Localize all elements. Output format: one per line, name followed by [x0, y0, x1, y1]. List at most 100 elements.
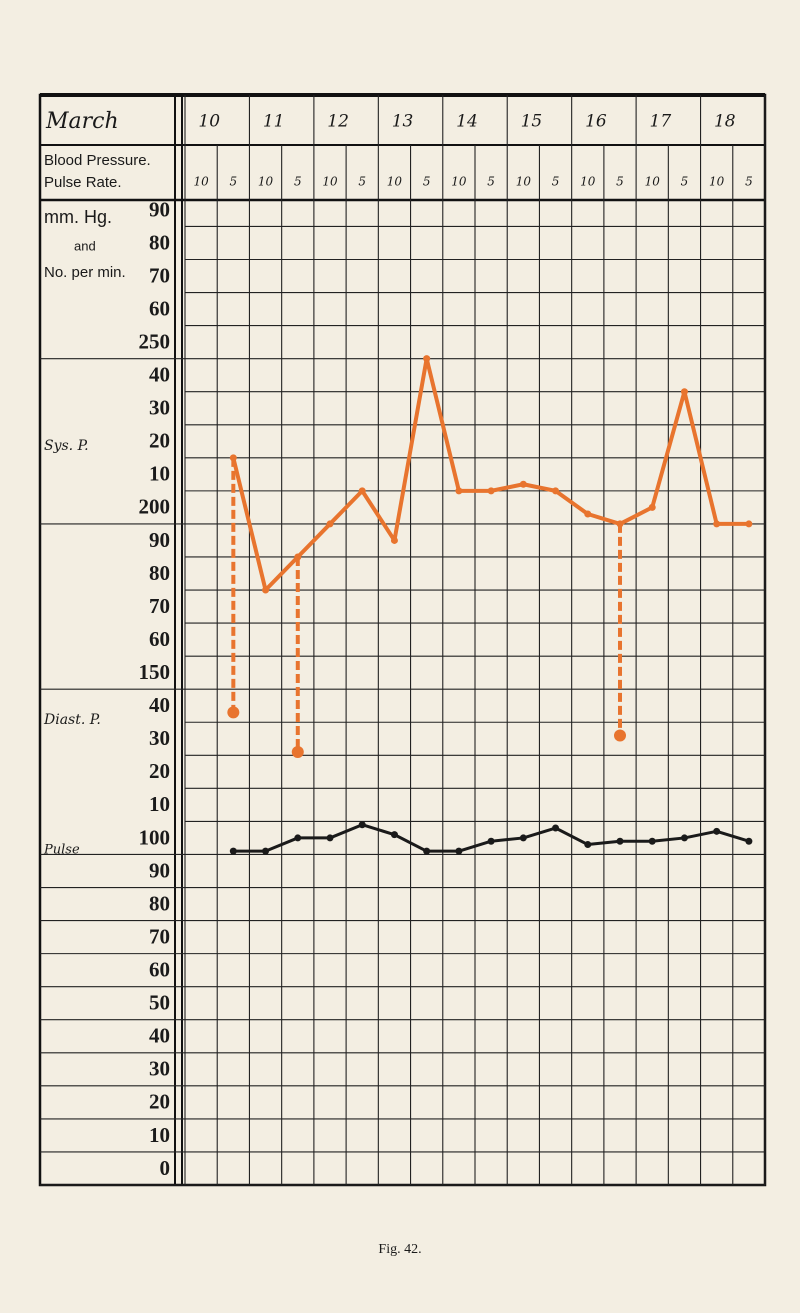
- y-tick-label: 20: [149, 759, 170, 783]
- point: [680, 388, 688, 396]
- point: [648, 503, 656, 511]
- y-tick-label: 70: [149, 594, 170, 618]
- point: [326, 520, 334, 528]
- point: [358, 487, 366, 495]
- y-tick-label: 40: [149, 363, 170, 387]
- point: [552, 487, 560, 495]
- x-tick-label: 10: [258, 175, 274, 189]
- y-tick-label: 30: [149, 726, 170, 750]
- y-tick-label: 80: [149, 891, 170, 915]
- x-tick-label: 5: [423, 175, 431, 189]
- point: [584, 510, 592, 518]
- y-tick-label: 90: [149, 858, 170, 882]
- day-label: 15: [521, 112, 543, 132]
- caption: Fig. 42.: [378, 1242, 421, 1257]
- day-label: 18: [714, 112, 736, 132]
- point: [326, 834, 334, 842]
- y-tick-label: 10: [149, 792, 170, 816]
- y-tick-label: 250: [139, 329, 171, 353]
- x-tick-label: 5: [616, 175, 624, 189]
- y-tick-label: 70: [149, 924, 170, 948]
- point: [455, 847, 463, 855]
- point: [358, 821, 366, 829]
- y-tick-label: 150: [139, 660, 171, 684]
- y-tick-label: 20: [149, 429, 170, 453]
- x-tick-label: 5: [294, 175, 302, 189]
- y-tick-label: 70: [149, 263, 170, 287]
- x-tick-label: 10: [451, 175, 467, 189]
- x-tick-label: 5: [745, 175, 753, 189]
- point: [487, 837, 495, 845]
- y-tick-label: 90: [149, 528, 170, 552]
- y-tick-label: 100: [139, 825, 171, 849]
- month: March: [45, 109, 119, 134]
- point: [487, 487, 495, 495]
- point: [229, 847, 237, 855]
- point: [294, 834, 302, 842]
- x-tick-label: 5: [358, 175, 366, 189]
- y-tick-label: 40: [149, 693, 170, 717]
- point: [648, 837, 656, 845]
- y-tick-label: 0: [160, 1156, 171, 1180]
- point: [227, 706, 240, 719]
- y-tick-label: 60: [149, 296, 170, 320]
- x-tick-label: 10: [645, 175, 661, 189]
- day-label: 16: [585, 112, 607, 132]
- x-tick-label: 5: [552, 175, 560, 189]
- x-tick-label: 10: [580, 175, 596, 189]
- y-tick-label: 80: [149, 561, 170, 585]
- y-tick-label: 60: [149, 627, 170, 651]
- row-label: Blood Pressure.: [44, 152, 151, 169]
- annotation: Sys. P.: [44, 438, 89, 454]
- day-label: 11: [263, 112, 285, 132]
- point: [713, 520, 721, 528]
- point: [262, 586, 270, 594]
- y-tick-label: 10: [149, 462, 170, 486]
- y-tick-label: 60: [149, 957, 170, 981]
- annotation: mm. Hg.: [44, 207, 112, 227]
- point: [519, 480, 527, 488]
- point: [614, 729, 626, 742]
- y-tick-label: 30: [149, 396, 170, 420]
- annotation: Diast. P.: [43, 712, 101, 728]
- point: [455, 487, 463, 495]
- point: [616, 837, 624, 845]
- annotation: No. per min.: [44, 264, 126, 281]
- x-tick-label: 5: [230, 175, 238, 189]
- day-label: 14: [456, 112, 478, 132]
- x-tick-label: 10: [193, 175, 209, 189]
- point: [423, 847, 431, 855]
- annotation: and: [74, 238, 96, 253]
- series-line: [231, 356, 749, 593]
- x-tick-label: 10: [387, 175, 403, 189]
- point: [680, 834, 688, 842]
- point: [294, 553, 302, 561]
- y-tick-label: 10: [149, 1123, 170, 1147]
- x-tick-label: 5: [681, 175, 689, 189]
- point: [745, 837, 753, 845]
- y-tick-label: 50: [149, 991, 170, 1015]
- y-tick-label: 200: [139, 495, 171, 519]
- annotation: Pulse: [43, 843, 80, 858]
- point: [291, 745, 304, 758]
- point: [552, 824, 560, 832]
- point: [584, 841, 592, 849]
- point: [713, 827, 721, 835]
- y-tick-label: 20: [149, 1090, 170, 1114]
- day-label: 17: [650, 112, 672, 132]
- point: [745, 520, 753, 528]
- point: [262, 847, 270, 855]
- x-tick-label: 10: [516, 175, 532, 189]
- day-label: 10: [198, 112, 220, 132]
- point: [390, 831, 398, 839]
- day-label: 12: [327, 112, 349, 132]
- point: [519, 834, 527, 842]
- point: [390, 536, 398, 544]
- day-label: 13: [392, 112, 414, 132]
- y-tick-label: 80: [149, 230, 170, 254]
- point: [229, 454, 237, 462]
- x-tick-label: 10: [322, 175, 338, 189]
- row-label: Pulse Rate.: [44, 174, 122, 191]
- y-tick-label: 30: [149, 1057, 170, 1081]
